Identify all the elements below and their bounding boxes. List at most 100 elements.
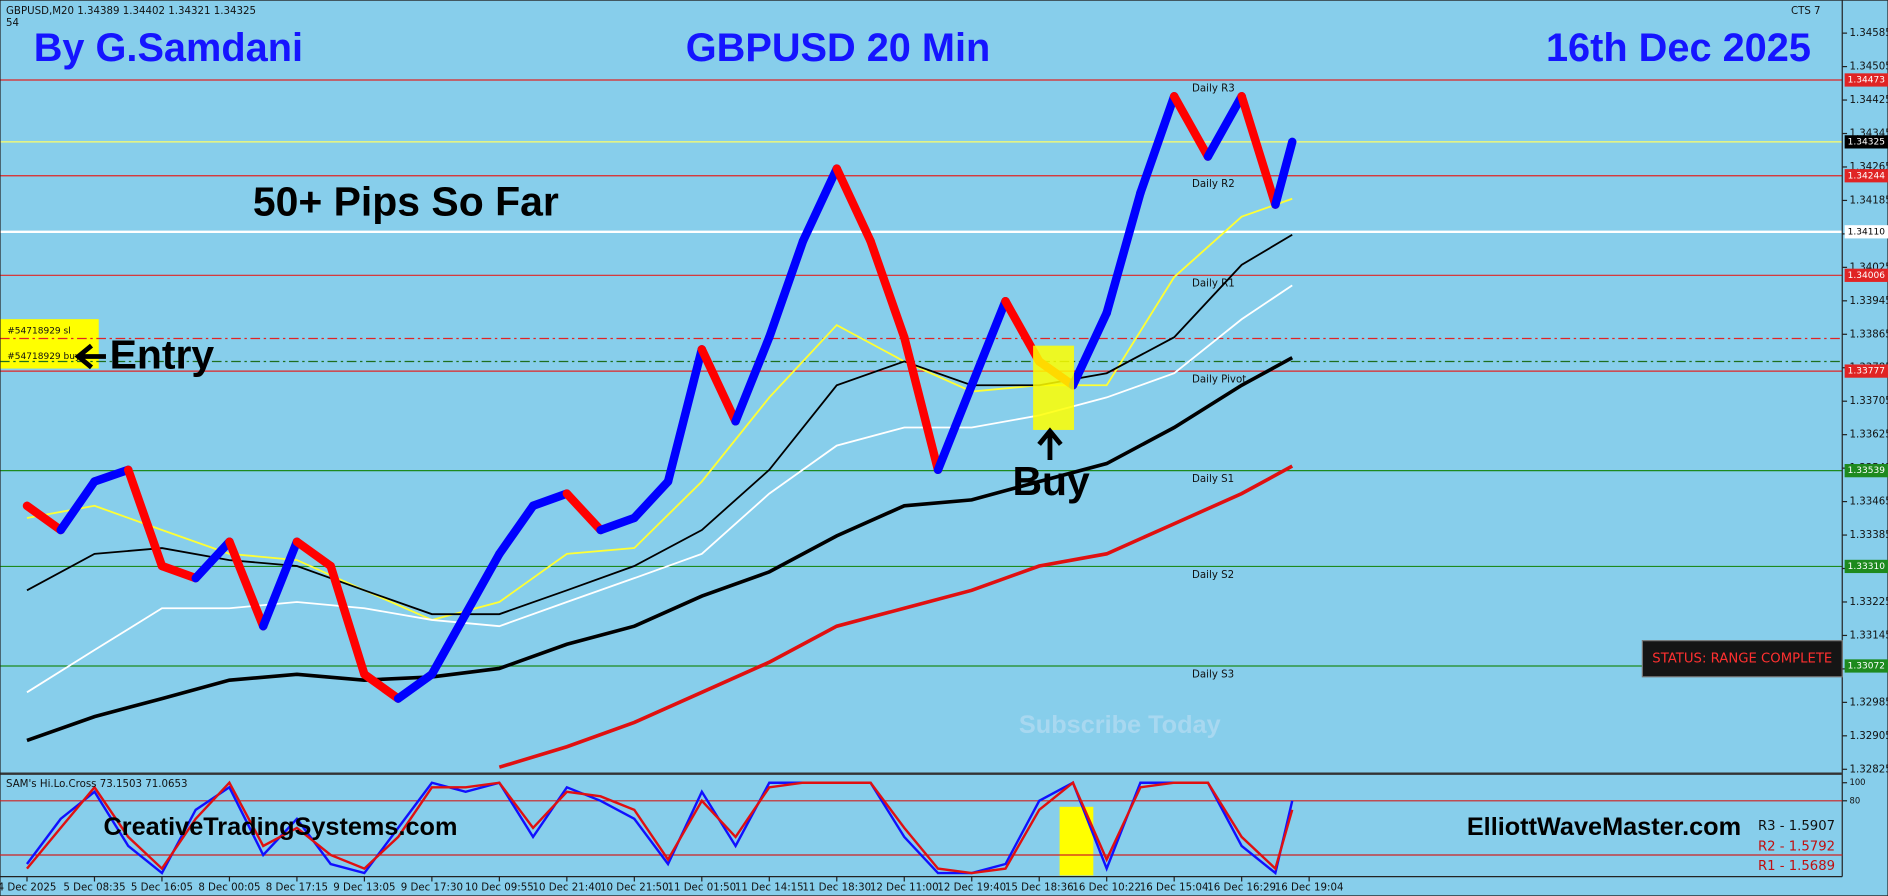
price-swing (225, 537, 268, 631)
price-swing (1136, 92, 1179, 198)
chart-date: 16th Dec 2025 (1546, 26, 1811, 70)
price-swing (630, 477, 673, 523)
price-swing (731, 332, 774, 426)
x-tick-label: 11 Dec 14:15 (735, 882, 804, 893)
y-tick-label: 1.33865 (1849, 329, 1888, 340)
price-swing (663, 345, 707, 486)
x-tick-label: 4 Dec 2025 (0, 882, 56, 893)
pivot-label: Daily R2 (1192, 179, 1235, 190)
order-label: #54718929 sl (7, 327, 71, 337)
price-box (1844, 169, 1888, 183)
indicator-label: CTS 7 (1791, 6, 1821, 17)
y-tick-label: 1.34025 (1849, 262, 1888, 273)
price-swing (1203, 92, 1246, 161)
price-box (1844, 464, 1888, 478)
price-swing (562, 489, 605, 535)
order-label: #54718929 buy (7, 352, 81, 362)
price-box (1844, 268, 1888, 282)
moving-average (26, 356, 1294, 743)
price-swing (360, 670, 403, 703)
site-right: ElliottWaveMaster.com (1467, 813, 1741, 841)
weekly-pivot: R2 - 1.5792 (1758, 840, 1835, 855)
price-swing (1068, 308, 1111, 390)
price-swing (56, 477, 99, 535)
y-tick-label: 1.33705 (1849, 396, 1888, 407)
oscillator-tick-label: 80 (1849, 795, 1860, 805)
price-box-label: 1.33777 (1848, 367, 1885, 377)
price-swing (258, 537, 302, 631)
price-swing (765, 236, 808, 342)
pips-annotation: 50+ Pips So Far (253, 179, 559, 225)
price-swing (866, 236, 909, 342)
price-box-label: 1.34244 (1848, 171, 1886, 181)
x-tick-label: 12 Dec 11:00 (870, 882, 939, 893)
price-box-label: 1.33539 (1848, 466, 1886, 476)
price-swing (798, 164, 841, 246)
price-swing (1169, 92, 1213, 161)
chart-title: GBPUSD 20 Min (686, 26, 991, 70)
price-box (1844, 559, 1888, 574)
x-tick-label: 11 Dec 01:50 (667, 882, 736, 893)
x-tick-label: 16 Dec 15:04 (1140, 882, 1209, 893)
price-swing (832, 164, 875, 246)
y-tick-label: 1.33225 (1849, 597, 1888, 608)
x-tick-label: 9 Dec 17:30 (401, 882, 463, 893)
oscillator-title: SAM's Hi.Lo.Cross 73.1503 71.0653 (6, 779, 188, 790)
price-box (1844, 73, 1888, 87)
pivot-label: Daily S2 (1192, 570, 1234, 581)
price-swing (697, 345, 740, 426)
price-swing (427, 609, 470, 679)
x-tick-label: 8 Dec 17:15 (266, 882, 328, 893)
x-tick-label: 16 Dec 16:29 (1207, 882, 1276, 893)
price-box-label: 1.34473 (1848, 75, 1886, 85)
x-tick-label: 9 Dec 13:05 (333, 882, 395, 893)
status-box (1641, 640, 1843, 678)
y-tick-label: 1.33945 (1849, 296, 1888, 307)
symbol-info: GBPUSD,M20 1.34389 1.34402 1.34321 1.343… (6, 6, 256, 17)
oscillator-panel (0, 780, 1843, 876)
price-box (1844, 364, 1888, 378)
bars-label: 54 (6, 18, 19, 29)
y-tick-label: 1.33465 (1849, 497, 1888, 508)
pivot-label: Daily S1 (1192, 474, 1234, 485)
price-box (1844, 659, 1888, 673)
y-tick-label: 1.34185 (1849, 195, 1888, 206)
price-swing (22, 501, 65, 535)
price-box (1844, 135, 1888, 149)
plot-area: Daily R3 Daily R2 Daily R1 Daily Pivot Daily… (0, 79, 1843, 769)
price-swing (326, 561, 369, 679)
weekly-pivot: R1 - 1.5689 (1758, 859, 1835, 874)
price-swing (393, 670, 437, 703)
buy-arrow (1037, 427, 1063, 461)
subscribe-watermark: Subscribe Today (1019, 711, 1221, 739)
price-swing (461, 549, 504, 619)
y-tick-label: 1.34585 (1849, 28, 1888, 39)
price-swing (596, 513, 639, 535)
x-tick-label: 11 Dec 18:30 (802, 882, 871, 893)
moving-average (26, 197, 1293, 621)
price-box-label: 1.34006 (1848, 271, 1886, 281)
y-tick-label: 1.34345 (1849, 129, 1888, 140)
x-tick-label: 8 Dec 00:05 (198, 882, 260, 893)
y-tick-label: 1.32825 (1849, 764, 1888, 775)
y-tick-label: 1.32905 (1849, 731, 1888, 742)
entry-arrow (74, 343, 106, 370)
price-swing (124, 465, 167, 571)
pivot-label: Daily S3 (1192, 669, 1234, 680)
price-swing (933, 381, 976, 475)
y-tick-label: 1.33385 (1849, 530, 1888, 541)
pivot-label: Daily Pivot (1192, 375, 1246, 386)
moving-average (498, 464, 1294, 769)
x-tick-label: 5 Dec 16:05 (131, 882, 193, 893)
price-swing (900, 332, 943, 475)
y-tick-label: 1.34425 (1849, 95, 1888, 106)
price-box-label: 1.33072 (1848, 661, 1885, 671)
y-tick-label: 1.34265 (1849, 162, 1888, 173)
y-tick-label: 1.33625 (1849, 430, 1888, 441)
price-box-label: 1.34325 (1848, 137, 1885, 147)
price-swing (157, 561, 200, 583)
x-tick-label: 16 Dec 10:22 (1072, 882, 1141, 893)
